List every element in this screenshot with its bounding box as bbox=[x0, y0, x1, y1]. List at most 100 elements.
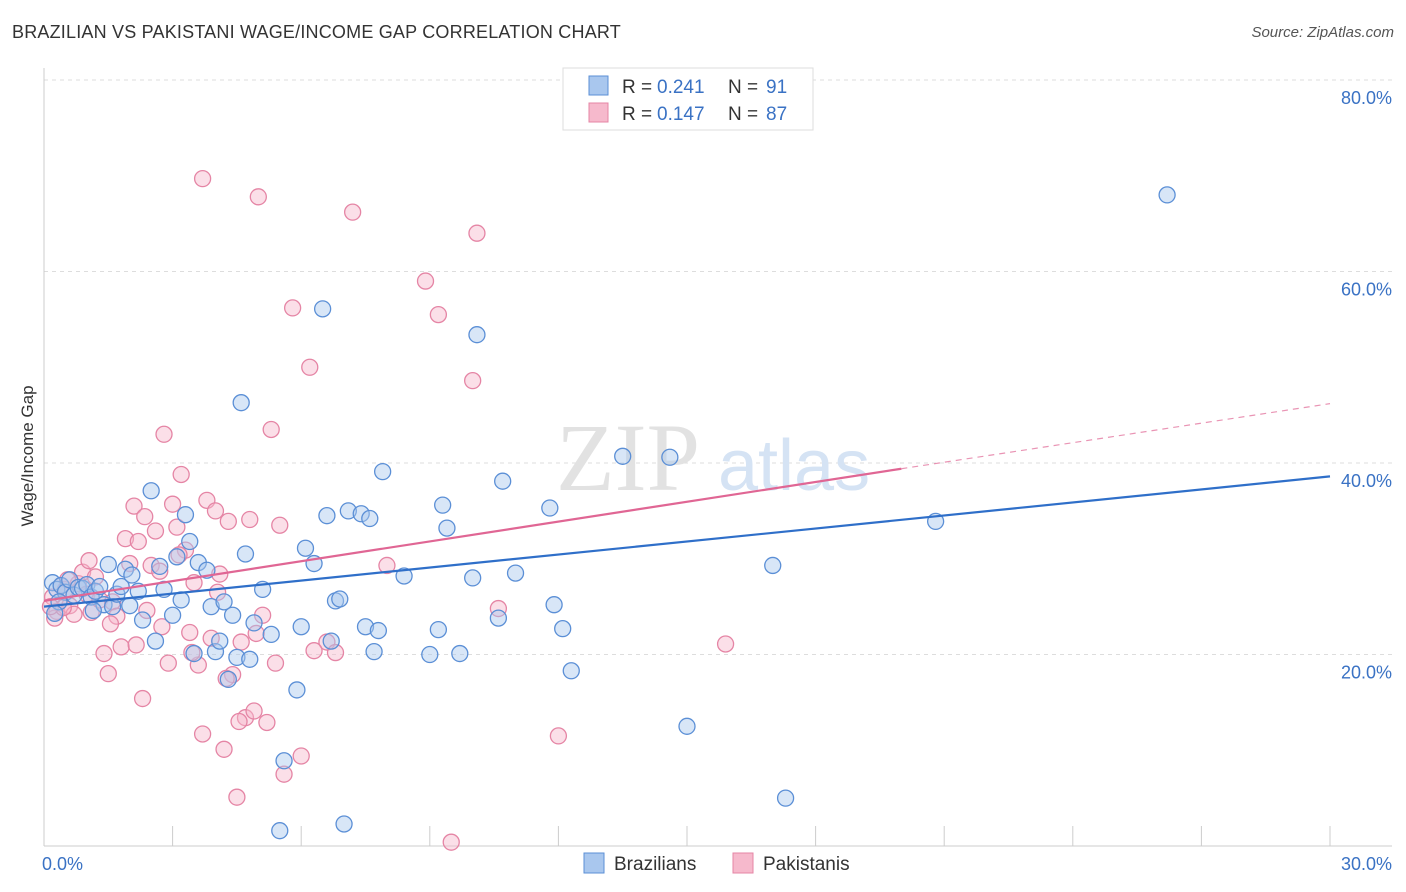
brazilians-point bbox=[339, 502, 358, 520]
bottom-legend-label-brazilians: Brazilians bbox=[614, 854, 696, 875]
pakistanis-point bbox=[95, 644, 113, 663]
legend-r-label-brazilians: R = bbox=[622, 77, 652, 98]
pakistanis-point bbox=[271, 516, 289, 534]
series-brazilians-points bbox=[43, 186, 1176, 840]
pakistanis-point bbox=[181, 623, 199, 642]
brazilians-point bbox=[335, 815, 353, 833]
legend-n-label-brazilians: N = bbox=[728, 77, 758, 98]
brazilians-point bbox=[776, 789, 795, 807]
legend-swatch-brazilians bbox=[588, 75, 609, 96]
trend-line-pakistanis-extension bbox=[901, 403, 1331, 470]
brazilians-point bbox=[451, 644, 469, 663]
pakistanis-point bbox=[343, 203, 362, 221]
legend-r-value-pakistanis: 0.147 bbox=[657, 104, 705, 125]
legend-n-value-pakistanis: 87 bbox=[766, 104, 787, 125]
brazilians-point bbox=[464, 569, 482, 587]
brazilians-point bbox=[545, 596, 563, 614]
brazilians-point bbox=[1158, 186, 1176, 204]
x-tick-label-min: 0.0% bbox=[42, 854, 83, 874]
brazilians-point bbox=[202, 597, 220, 616]
pakistanis-point bbox=[716, 635, 735, 653]
brazilians-point bbox=[181, 532, 199, 551]
pakistanis-point bbox=[155, 425, 173, 443]
pakistanis-point bbox=[151, 562, 169, 580]
brazilians-point bbox=[99, 555, 117, 574]
brazilians-point bbox=[241, 650, 259, 668]
brazilians-point bbox=[84, 601, 102, 620]
brazilians-point bbox=[211, 632, 229, 650]
brazilians-point bbox=[46, 604, 64, 622]
pakistanis-point bbox=[168, 518, 186, 536]
pakistanis-point bbox=[468, 224, 486, 242]
pakistanis-point bbox=[127, 636, 145, 654]
pakistanis-point bbox=[125, 497, 143, 515]
brazilians-point bbox=[292, 618, 310, 636]
brazilians-point bbox=[468, 326, 486, 344]
pakistanis-point bbox=[232, 633, 250, 651]
brazilians-point bbox=[395, 567, 413, 585]
brazilians-point bbox=[176, 506, 195, 524]
y-tick-label: 60.0% bbox=[1341, 280, 1392, 300]
pakistanis-point bbox=[241, 510, 259, 529]
brazilians-point bbox=[421, 645, 439, 664]
pakistanis-point bbox=[193, 725, 212, 743]
bottom-legend: Brazilians Pakistanis bbox=[583, 852, 850, 875]
brazilians-point bbox=[365, 642, 383, 661]
brazilians-point bbox=[146, 632, 165, 650]
brazilians-point bbox=[554, 619, 572, 638]
pakistanis-point bbox=[159, 654, 177, 672]
brazilians-point bbox=[352, 505, 370, 523]
pakistanis-point bbox=[228, 788, 246, 806]
grid-lines bbox=[44, 79, 1392, 655]
legend-swatch-pakistanis bbox=[588, 102, 609, 123]
brazilians-point bbox=[123, 566, 141, 584]
brazilians-point bbox=[614, 447, 632, 465]
brazilians-point bbox=[356, 618, 375, 636]
pakistanis-point bbox=[65, 605, 83, 623]
brazilians-point bbox=[206, 642, 225, 661]
pakistanis-point bbox=[258, 713, 276, 732]
brazilians-point bbox=[562, 662, 580, 680]
trend-line-pakistanis bbox=[43, 467, 902, 602]
brazilians-point bbox=[438, 519, 456, 537]
brazilians-point bbox=[168, 548, 186, 566]
brazilians-point bbox=[271, 822, 289, 840]
x-ticks bbox=[43, 826, 1331, 846]
brazilians-point bbox=[331, 590, 349, 608]
bottom-legend-swatch-pakistanis bbox=[732, 852, 754, 874]
brazilians-point bbox=[494, 472, 512, 490]
pakistanis-point bbox=[230, 712, 248, 731]
pakistanis-point bbox=[136, 507, 154, 526]
pakistanis-point bbox=[215, 740, 233, 758]
pakistanis-point bbox=[146, 522, 165, 540]
pakistanis-point bbox=[245, 702, 263, 720]
x-tick-label-max: 30.0% bbox=[1341, 854, 1392, 874]
pakistanis-point bbox=[133, 689, 152, 708]
brazilians-point bbox=[228, 648, 246, 667]
pakistanis-point bbox=[129, 532, 147, 551]
pakistanis-point bbox=[305, 642, 323, 660]
brazilians-point bbox=[121, 597, 139, 615]
brazilians-point bbox=[219, 670, 237, 689]
legend: R = 0.241 N = 91 R = 0.147 N = 87 bbox=[562, 67, 814, 131]
pakistanis-point bbox=[99, 665, 117, 683]
brazilians-point bbox=[151, 557, 169, 576]
pakistanis-point bbox=[249, 188, 267, 206]
brazilians-point bbox=[262, 625, 280, 644]
brazilians-point bbox=[142, 482, 160, 500]
brazilians-point bbox=[429, 620, 448, 639]
brazilians-point bbox=[322, 632, 340, 650]
brazilians-point bbox=[215, 593, 233, 611]
brazilians-point bbox=[288, 681, 306, 699]
brazilians-point bbox=[361, 509, 379, 528]
pakistanis-point bbox=[442, 833, 460, 851]
pakistanis-point bbox=[489, 599, 508, 618]
brazilians-point bbox=[245, 614, 263, 632]
pakistanis-point bbox=[262, 420, 280, 439]
brazilians-point bbox=[489, 609, 508, 627]
legend-r-label-pakistanis: R = bbox=[622, 104, 652, 125]
pakistanis-point bbox=[275, 765, 293, 783]
brazilians-point bbox=[764, 556, 782, 575]
brazilians-point bbox=[373, 462, 392, 481]
